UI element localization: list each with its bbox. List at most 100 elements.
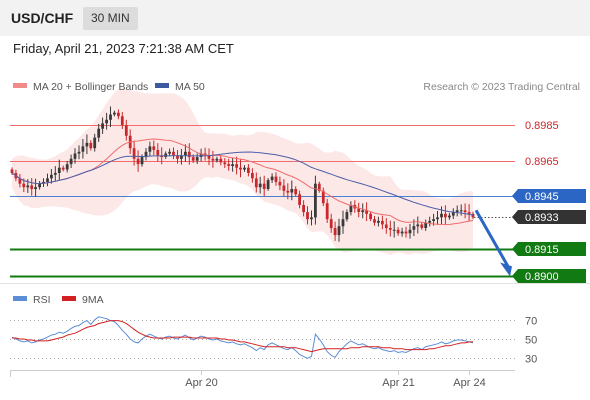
candle-body (164, 153, 168, 157)
candle-body (227, 164, 231, 166)
candle-body (22, 183, 26, 188)
candle-body (81, 146, 85, 152)
candle-body (341, 219, 345, 227)
candle-body (239, 167, 242, 170)
candle-body (337, 226, 341, 236)
candles (10, 106, 475, 242)
forecast-arrow-shaft (474, 209, 510, 268)
candle-body (180, 155, 183, 159)
rsi-legend-label: RSI (33, 294, 51, 306)
credit-label: Research © 2023 Trading Central (423, 81, 580, 93)
candle-body (195, 157, 199, 161)
candle-body (400, 231, 404, 234)
candle-body (105, 119, 108, 124)
candle-body (455, 210, 459, 213)
candle-body (117, 112, 120, 117)
candle-body (302, 205, 305, 213)
candle-body (73, 153, 77, 159)
candle-body (97, 128, 101, 138)
support-level-tag (512, 269, 586, 283)
rsi-legend-swatch (13, 296, 27, 301)
candle-body (61, 167, 65, 170)
candle-body (187, 151, 191, 158)
candle-body (436, 217, 439, 220)
candle-body (53, 173, 57, 175)
x-axis: Apr 20 Apr 21 Apr 24 (185, 370, 486, 389)
candle-body (459, 210, 463, 212)
candle-body (30, 185, 34, 189)
candle-body (377, 220, 380, 223)
candle-body (270, 176, 274, 181)
candle-body (384, 224, 388, 228)
candle-body (396, 229, 400, 234)
candle-body (333, 228, 337, 236)
x-tick-label: Apr 20 (185, 377, 217, 389)
candle-body (38, 183, 41, 188)
candle-body (215, 158, 219, 161)
candle-body (357, 208, 361, 212)
candle-body (211, 158, 215, 161)
timeframe-button[interactable]: 30 MIN (83, 7, 138, 30)
forecast-arrow-head (500, 262, 512, 277)
candle-body (176, 155, 179, 159)
support-level-label: 0.8915 (525, 244, 559, 256)
x-tick-label: Apr 21 (382, 377, 414, 389)
forecast-arrow (474, 209, 512, 277)
candle-body (321, 190, 325, 204)
support-level-label: 0.8900 (525, 271, 559, 283)
ma50-legend-swatch (155, 83, 169, 88)
candle-body (184, 151, 187, 156)
candle-body (298, 194, 301, 205)
candle-body (69, 158, 73, 165)
candle-body (463, 210, 467, 213)
resistance-level-label: 0.8965 (525, 156, 559, 168)
rsi-tick-label: 70 (525, 316, 537, 328)
candle-body (258, 183, 262, 188)
candle-body (251, 173, 254, 179)
candle-body (310, 217, 313, 220)
candle-body (471, 213, 475, 218)
candle-body (199, 153, 203, 157)
candle-body (136, 158, 140, 165)
candle-body (235, 164, 238, 168)
candle-body (381, 220, 384, 225)
bollinger-band (12, 88, 473, 256)
level-labels: 0.8985 0.8965 0.8945 0.8933 0.8915 0.8900 (512, 120, 586, 283)
candle-body (132, 148, 136, 159)
candle-body (219, 158, 223, 163)
candle-body (109, 114, 112, 120)
candle-body (18, 178, 22, 184)
candle-body (424, 222, 428, 228)
candle-body (325, 203, 329, 220)
rsi-line (11, 316, 474, 359)
symbol-label: USD/CHF (11, 10, 74, 26)
candle-body (34, 187, 37, 189)
candle-body (10, 169, 14, 173)
candle-body (282, 185, 286, 191)
candle-body (254, 178, 258, 188)
candle-body (451, 212, 455, 216)
ma50-line (11, 151, 474, 216)
candle-body (89, 142, 93, 149)
candle-body (46, 178, 49, 182)
ma20-legend-swatch (13, 83, 27, 88)
candle-body (404, 231, 408, 234)
candle-body (408, 229, 412, 234)
candle-body (448, 215, 451, 218)
candle-body (416, 224, 420, 227)
candle-body (50, 174, 53, 179)
candle-body (294, 189, 298, 195)
rsi-ma-line (12, 320, 473, 353)
candle-body (191, 157, 195, 161)
candle-body (77, 151, 81, 154)
candle-body (314, 183, 317, 218)
candle-body (168, 151, 171, 154)
candle-body (286, 190, 290, 193)
candle-body (120, 116, 124, 126)
ma20-legend-label: MA 20 + Bollinger Bands (33, 81, 148, 93)
candle-body (428, 220, 432, 223)
candle-body (156, 150, 160, 156)
candle-body (412, 226, 416, 230)
rsi-tick-label: 30 (525, 354, 537, 366)
